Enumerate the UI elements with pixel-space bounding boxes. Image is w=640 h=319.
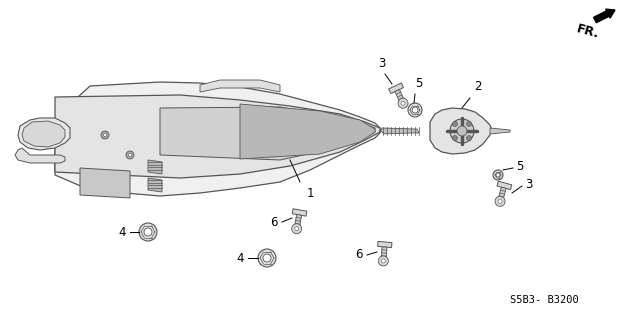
Circle shape <box>495 197 505 206</box>
Circle shape <box>292 224 301 234</box>
Text: 4: 4 <box>118 226 126 239</box>
Text: 5: 5 <box>516 160 524 174</box>
Polygon shape <box>380 128 419 134</box>
Circle shape <box>294 227 299 231</box>
Circle shape <box>408 103 422 117</box>
Circle shape <box>101 131 109 139</box>
Polygon shape <box>395 89 407 108</box>
Polygon shape <box>381 247 387 265</box>
Circle shape <box>452 136 458 141</box>
Circle shape <box>450 119 474 143</box>
Polygon shape <box>490 128 510 134</box>
Polygon shape <box>240 104 375 159</box>
Polygon shape <box>148 178 162 192</box>
Circle shape <box>496 173 500 177</box>
Circle shape <box>493 170 503 180</box>
Polygon shape <box>294 214 301 233</box>
Text: 3: 3 <box>525 177 532 190</box>
Text: 6: 6 <box>271 217 278 229</box>
Text: 2: 2 <box>474 80 481 93</box>
Polygon shape <box>55 82 380 196</box>
Circle shape <box>381 259 385 263</box>
Polygon shape <box>200 80 280 92</box>
Text: 3: 3 <box>378 57 386 70</box>
Circle shape <box>104 133 106 137</box>
Circle shape <box>378 256 388 266</box>
Circle shape <box>467 122 472 126</box>
Circle shape <box>401 101 405 105</box>
Polygon shape <box>497 181 512 189</box>
Polygon shape <box>80 168 130 198</box>
Circle shape <box>258 249 276 267</box>
Polygon shape <box>292 209 307 216</box>
Circle shape <box>139 223 157 241</box>
Text: 1: 1 <box>307 187 314 200</box>
Circle shape <box>263 254 271 262</box>
Text: S5B3- B3200: S5B3- B3200 <box>510 295 579 305</box>
Circle shape <box>126 151 134 159</box>
Circle shape <box>412 107 418 113</box>
Polygon shape <box>55 95 380 178</box>
Text: FR.: FR. <box>575 22 601 41</box>
Polygon shape <box>497 187 506 206</box>
Circle shape <box>452 122 458 126</box>
Polygon shape <box>160 107 375 160</box>
Polygon shape <box>148 160 162 174</box>
Polygon shape <box>22 121 65 147</box>
Circle shape <box>144 228 152 236</box>
Text: 6: 6 <box>355 249 363 262</box>
Text: 4: 4 <box>237 251 244 264</box>
FancyArrow shape <box>594 9 615 23</box>
Polygon shape <box>18 118 70 150</box>
Circle shape <box>398 98 408 108</box>
Polygon shape <box>378 241 392 248</box>
Circle shape <box>129 153 131 157</box>
Polygon shape <box>15 148 65 163</box>
Text: 5: 5 <box>415 77 422 90</box>
Circle shape <box>457 126 467 136</box>
Polygon shape <box>430 108 492 154</box>
Circle shape <box>467 136 472 141</box>
Circle shape <box>498 199 502 203</box>
Polygon shape <box>388 83 403 93</box>
